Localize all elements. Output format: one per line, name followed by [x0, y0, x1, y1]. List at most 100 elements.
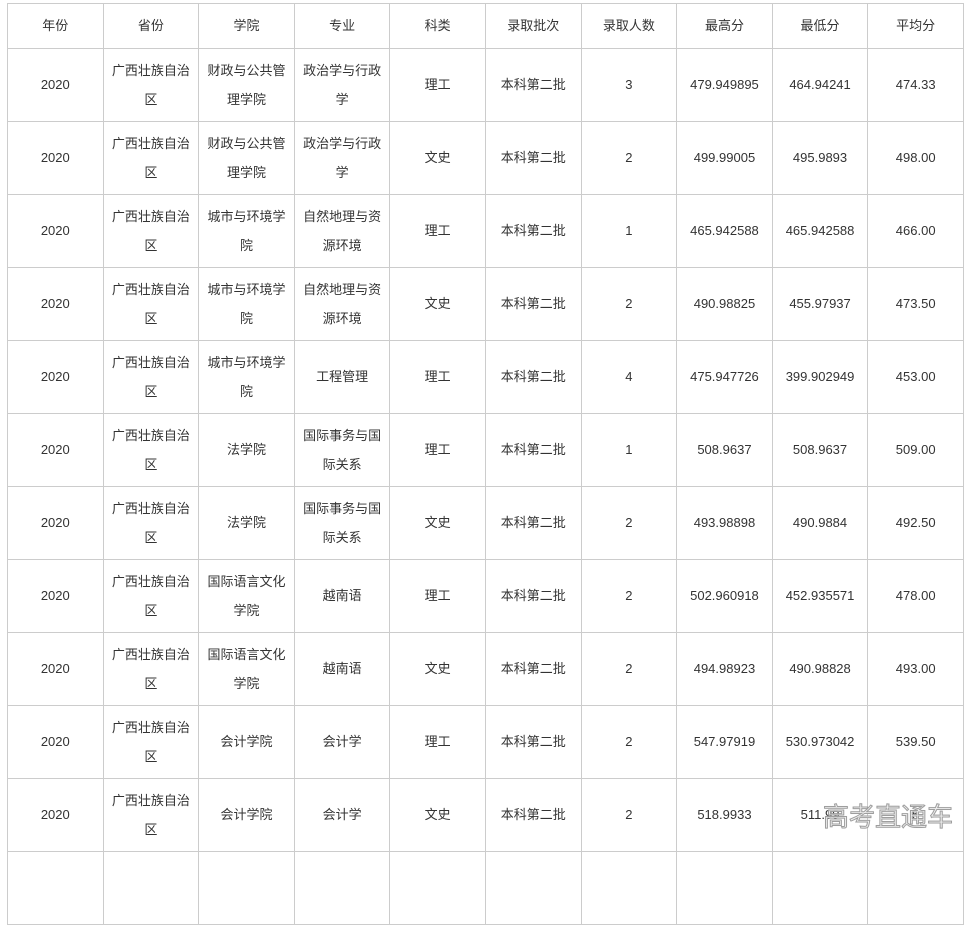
table-cell: 539.50 [867, 705, 964, 779]
table-cell: 399.902949 [771, 340, 869, 414]
table-cell: 3 [580, 48, 678, 122]
table-cell: 455.97937 [771, 267, 869, 341]
table-cell: 492.50 [867, 486, 964, 560]
table-cell [198, 851, 295, 925]
table-cell: 2 [580, 121, 678, 195]
table-cell: 2020 [7, 194, 104, 268]
table-cell: 493.98898 [676, 486, 773, 560]
table-cell: 2 [580, 486, 678, 560]
table-cell: 广西壮族自治区 [102, 778, 200, 852]
table-cell: 政治学与行政学 [293, 48, 391, 122]
table-cell: 518.9933 [676, 778, 773, 852]
table-cell: 理工 [389, 705, 486, 779]
table-head: 年份 省份 学院 专业 科类 录取批次 录取人数 最高分 最低分 平均分 [7, 3, 964, 49]
table-row: 2020 广西壮族自治区 城市与环境学院 工程管理 理工 本科第二批 4 475.947726… [7, 340, 964, 414]
table-cell: 文史 [389, 267, 486, 341]
column-header: 专业 [293, 3, 391, 49]
table-cell: 2020 [7, 340, 104, 414]
table-cell: 473.50 [867, 267, 964, 341]
column-header: 省份 [102, 3, 200, 49]
table-cell: 2020 [7, 632, 104, 706]
table-cell: 城市与环境学院 [198, 340, 295, 414]
table-cell: 国际语言文化学院 [198, 559, 295, 633]
column-header: 最高分 [676, 3, 773, 49]
table-cell: 广西壮族自治区 [102, 267, 200, 341]
table-cell: 2020 [7, 705, 104, 779]
table-cell: 490.98825 [676, 267, 773, 341]
table-cell: 490.98828 [771, 632, 869, 706]
table-cell: 490.9884 [771, 486, 869, 560]
table-cell: 2020 [7, 267, 104, 341]
table-cell: 广西壮族自治区 [102, 486, 200, 560]
admission-scores-table: 年份 省份 学院 专业 科类 录取批次 录取人数 最高分 最低分 平均分 2020 广西壮族自治区财… [7, 3, 964, 925]
table-cell [676, 851, 773, 925]
table-cell: 2 [580, 267, 678, 341]
table-row: 2020 广西壮族自治区 城市与环境学院 自然地理与资源环境 文史 本科第二批 2 490.9… [7, 267, 964, 341]
table-cell: 495.9893 [771, 121, 869, 195]
table-cell: 547.97919 [676, 705, 773, 779]
table-cell: 文史 [389, 778, 486, 852]
table-cell: 2 [580, 559, 678, 633]
table-cell: 4 [580, 340, 678, 414]
table-cell: 494.98923 [676, 632, 773, 706]
table-cell [293, 851, 391, 925]
table-cell: 城市与环境学院 [198, 267, 295, 341]
table-cell: 广西壮族自治区 [102, 48, 200, 122]
table-row: 2020 广西壮族自治区 财政与公共管理学院 政治学与行政学 文史 本科第二批 2 499.9… [7, 121, 964, 195]
table-cell: 本科第二批 [484, 486, 582, 560]
table-row-partial [7, 851, 964, 925]
table-cell [389, 851, 486, 925]
table-cell [102, 851, 200, 925]
table-cell: 文史 [389, 632, 486, 706]
table-cell: 2 [580, 705, 678, 779]
table-cell: 2 [580, 778, 678, 852]
table-row: 2020 广西壮族自治区 城市与环境学院 自然地理与资源环境 理工 本科第二批 1 465.9… [7, 194, 964, 268]
table-body: 2020 广西壮族自治区 财政与公共管理学院 政治学与行政学 理工 本科第二批 3 479.9… [7, 48, 964, 925]
table-cell: 财政与公共管理学院 [198, 48, 295, 122]
table-row: 2020 广西壮族自治区 法学院 国际事务与国际关系 文史 本科第二批 2 493.98898… [7, 486, 964, 560]
admission-table-container: 年份 省份 学院 专业 科类 录取批次 录取人数 最高分 最低分 平均分 2020 广西壮族自治区财… [7, 3, 964, 925]
table-cell: 越南语 [293, 559, 391, 633]
table-cell: 508.9637 [771, 413, 869, 487]
table-cell: 会计学 [293, 778, 391, 852]
table-cell: 国际语言文化学院 [198, 632, 295, 706]
table-row: 2020 广西壮族自治区 国际语言文化学院 越南语 理工 本科第二批 2 502.960918… [7, 559, 964, 633]
table-cell: 理工 [389, 413, 486, 487]
table-cell: 465.942588 [771, 194, 869, 268]
table-row: 2020 广西壮族自治区 会计学院 会计学 文史 本科第二批 2 518.9933 511.99… [7, 778, 964, 852]
table-row: 2020 广西壮族自治区 法学院 国际事务与国际关系 理工 本科第二批 1 508.9637 5… [7, 413, 964, 487]
table-header-row: 年份 省份 学院 专业 科类 录取批次 录取人数 最高分 最低分 平均分 [7, 3, 964, 49]
column-header: 年份 [7, 3, 104, 49]
column-header: 录取批次 [484, 3, 582, 49]
table-cell: 465.942588 [676, 194, 773, 268]
table-cell: 本科第二批 [484, 267, 582, 341]
table-cell: 5 [867, 778, 964, 852]
table-cell: 478.00 [867, 559, 964, 633]
table-cell [867, 851, 964, 925]
table-cell: 会计学 [293, 705, 391, 779]
table-cell: 广西壮族自治区 [102, 121, 200, 195]
table-cell: 本科第二批 [484, 121, 582, 195]
table-cell: 法学院 [198, 413, 295, 487]
table-cell: 本科第二批 [484, 194, 582, 268]
column-header: 学院 [198, 3, 295, 49]
table-cell [771, 851, 869, 925]
table-cell: 财政与公共管理学院 [198, 121, 295, 195]
table-cell: 广西壮族自治区 [102, 705, 200, 779]
table-cell: 452.935571 [771, 559, 869, 633]
table-cell: 本科第二批 [484, 340, 582, 414]
table-cell: 越南语 [293, 632, 391, 706]
table-cell: 493.00 [867, 632, 964, 706]
table-cell: 自然地理与资源环境 [293, 194, 391, 268]
table-cell [7, 851, 104, 925]
table-cell: 466.00 [867, 194, 964, 268]
table-cell: 2020 [7, 778, 104, 852]
table-cell: 广西壮族自治区 [102, 632, 200, 706]
table-cell: 2020 [7, 559, 104, 633]
table-cell: 广西壮族自治区 [102, 413, 200, 487]
table-cell: 会计学院 [198, 778, 295, 852]
table-cell: 453.00 [867, 340, 964, 414]
column-header: 录取人数 [580, 3, 678, 49]
table-cell: 2 [580, 632, 678, 706]
table-cell: 法学院 [198, 486, 295, 560]
